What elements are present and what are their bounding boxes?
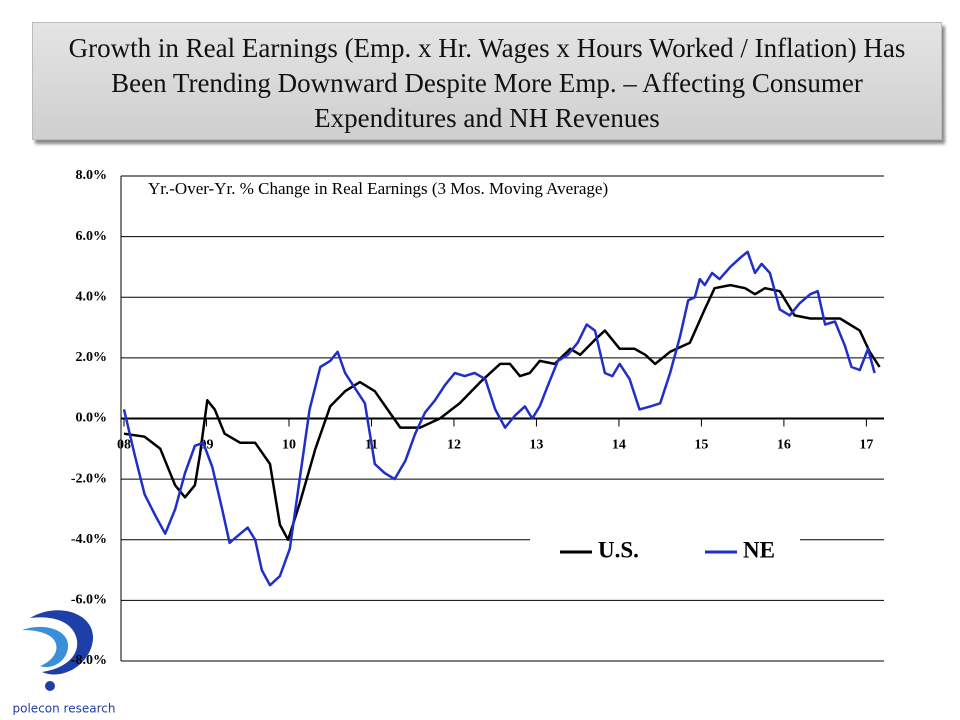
x-tick-label: 12 bbox=[447, 438, 461, 453]
series-line bbox=[123, 283, 881, 542]
y-tick-label: -2.0% bbox=[71, 471, 107, 486]
x-tick-label: 13 bbox=[529, 438, 543, 453]
legend-label: U.S. bbox=[598, 537, 639, 562]
x-tick-label: 15 bbox=[694, 438, 708, 453]
y-tick-label: 4.0% bbox=[76, 289, 108, 304]
y-tick-label: 6.0% bbox=[76, 229, 108, 244]
series-line bbox=[122, 250, 876, 587]
legend-label: NE bbox=[743, 537, 775, 562]
slide-title: Growth in Real Earnings (Emp. x Hr. Wage… bbox=[32, 22, 942, 140]
y-tick-label: 8.0% bbox=[76, 168, 108, 183]
logo-text: polecon research bbox=[13, 702, 116, 716]
legend: U.S. NE bbox=[530, 530, 800, 574]
y-tick-label: -8.0% bbox=[71, 653, 107, 668]
x-tick-label: 17 bbox=[859, 438, 873, 453]
y-tick-label: -6.0% bbox=[71, 593, 107, 608]
chart-subtitle: Yr.-Over-Yr. % Change in Real Earnings (… bbox=[148, 179, 608, 198]
y-tick-label: 0.0% bbox=[76, 411, 108, 426]
x-tick-label: 09 bbox=[199, 438, 213, 453]
x-tick-label: 08 bbox=[117, 438, 131, 453]
x-tick-label: 14 bbox=[612, 438, 626, 453]
x-tick-label: 16 bbox=[777, 438, 791, 453]
x-tick-label: 10 bbox=[282, 438, 296, 453]
logo: polecon research bbox=[13, 610, 116, 716]
y-tick-label: -4.0% bbox=[71, 532, 107, 547]
y-tick-label: 2.0% bbox=[76, 350, 108, 365]
